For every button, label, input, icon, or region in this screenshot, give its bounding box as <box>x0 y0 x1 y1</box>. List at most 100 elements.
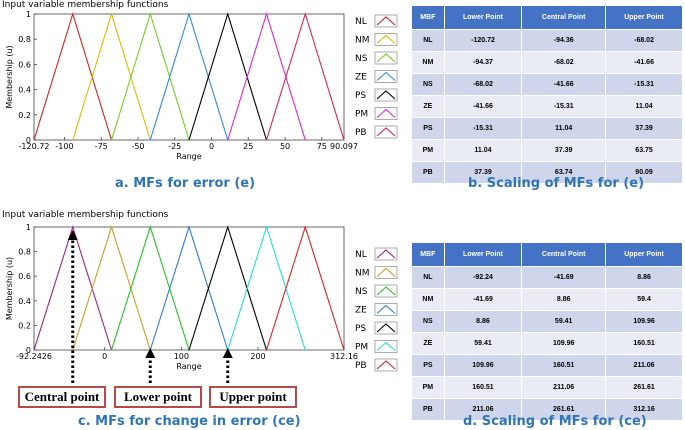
y-tick-label: 0.2 <box>18 321 31 330</box>
series-line-nm <box>72 12 151 141</box>
x-tick-label: -50 <box>131 142 144 151</box>
legend-swatch-pb <box>374 358 398 372</box>
legend-label-ps: PS <box>355 91 366 101</box>
legend-swatch-ps <box>374 321 398 335</box>
legend-label-pb: PB <box>355 361 367 371</box>
table-header-row: MBF Lower Point Central Point Upper Point <box>411 242 683 267</box>
table-header-cell: MBF <box>411 5 445 30</box>
table-header-cell: Central Point <box>521 242 607 267</box>
legend-swatch-pb <box>374 125 398 139</box>
x-axis-label: Range <box>176 362 201 371</box>
legend-label-pb: PB <box>355 128 367 138</box>
table-cell: 11.04 <box>443 139 523 162</box>
y-axis-label: Membership (u) <box>5 45 14 108</box>
table-row: NL -92.24 -41.69 8.86 <box>411 266 683 289</box>
table-cell: 8.86 <box>443 310 523 333</box>
legend-label-ps: PS <box>355 324 366 334</box>
chart-c-title: Input variable membership functions <box>2 210 169 220</box>
x-tick-label: 312.16 <box>330 352 358 361</box>
series-line-ps <box>188 225 268 351</box>
table-cell: 160.51 <box>443 376 523 399</box>
y-axis-label: Membership (u) <box>5 257 14 320</box>
table-cell: NL <box>411 29 445 52</box>
table-row: ZE -41.66 -15.31 11.04 <box>411 95 683 118</box>
table-cell: -68.02 <box>605 29 683 52</box>
x-tick-label: -25 <box>168 142 181 151</box>
y-tick-label: 1 <box>26 10 31 19</box>
table-row: NM -94.37 -68.02 -41.66 <box>411 51 683 74</box>
legend-swatch-ps <box>374 88 398 102</box>
table-b-caption: b. Scaling of MFs for (e) <box>468 176 645 191</box>
table-cell: 11.04 <box>521 117 607 140</box>
x-tick-label: -100 <box>55 142 73 151</box>
table-cell: -41.69 <box>443 288 523 311</box>
x-tick-label: 0 <box>209 142 214 151</box>
y-tick-label: 0 <box>26 346 31 355</box>
table-cell: 59.4 <box>605 288 683 311</box>
series-line-pm <box>227 12 306 141</box>
series-line-ze <box>149 12 229 141</box>
legend-label-nm: NM <box>355 269 370 279</box>
table-cell: -15.31 <box>605 73 683 96</box>
table-cell: NL <box>411 266 445 289</box>
table-cell: PB <box>411 398 445 421</box>
table-header-cell: Central Point <box>521 5 607 30</box>
table-cell: NS <box>411 310 445 333</box>
series-line-nl <box>33 225 113 351</box>
table-row: ZE 59.41 109.96 160.51 <box>411 332 683 355</box>
legend-label-ze: ZE <box>355 306 367 316</box>
table-row: PS -15.31 11.04 37.39 <box>411 117 683 140</box>
table-cell: 211.06 <box>521 376 607 399</box>
table-cell: 37.39 <box>443 161 523 184</box>
table-cell: NM <box>411 288 445 311</box>
table-cell: ZE <box>411 332 445 355</box>
table-row: PM 11.04 37.39 63.75 <box>411 139 683 162</box>
table-header-cell: Lower Point <box>443 5 523 30</box>
chart-c-change-error-mfs: 00.20.40.60.81-92.2426 0 100 200 312.16Range… <box>5 223 398 385</box>
annotation-lower-point: Lower point <box>114 386 202 408</box>
y-tick-label: 0 <box>26 136 31 145</box>
table-cell: 63.75 <box>605 139 683 162</box>
table-row: NL -120.72 -94.36 -68.02 <box>411 29 683 52</box>
x-tick-label: 200 <box>250 352 265 361</box>
table-cell: 261.61 <box>521 398 607 421</box>
table-row: PS 109.96 160.51 211.06 <box>411 354 683 377</box>
legend-swatch-pm <box>374 107 398 120</box>
table-cell: 8.86 <box>605 266 683 289</box>
table-row: NS 8.86 59.41 109.96 <box>411 310 683 333</box>
chart-a-error-mfs: 0 0.2 0.4 0.6 0.8 1 -120.72 -100 -75 -50 -25 0 25 50 7… <box>5 10 398 161</box>
x-axis-label: Range <box>176 152 201 161</box>
y-tick-label: 1 <box>26 223 31 232</box>
y-tick-label: 0.6 <box>18 60 31 69</box>
lower-point-arrow <box>145 348 156 385</box>
table-cell: PB <box>411 161 445 184</box>
series-line-nm <box>72 225 151 351</box>
x-tick-label: -120.72 <box>19 142 50 151</box>
series-line-ns <box>110 12 190 141</box>
series-line-nl <box>33 12 113 141</box>
y-tick-label: 0.6 <box>18 272 31 281</box>
table-cell: 109.96 <box>443 354 523 377</box>
table-header-cell: Lower Point <box>443 242 523 267</box>
table-cell: 312.16 <box>605 398 683 421</box>
legend-swatch-ze <box>374 70 398 83</box>
legend-label-ns: NS <box>355 54 368 64</box>
table-cell: 8.86 <box>521 288 607 311</box>
table-row: PB 211.06 261.61 312.16 <box>411 398 683 421</box>
table-cell: -92.24 <box>443 266 523 289</box>
series-line-ze <box>149 225 229 351</box>
legend-label-nm: NM <box>355 36 370 46</box>
series-line-pb <box>265 225 345 351</box>
annotation-upper-point: Upper point <box>209 386 297 408</box>
y-tick-label: 0.8 <box>18 248 31 257</box>
table-row: PB 37.39 63.74 90.09 <box>411 161 683 184</box>
table-cell: 11.04 <box>605 95 683 118</box>
table-cell: NS <box>411 73 445 96</box>
legend-swatch-ns <box>374 284 398 298</box>
plot-frame <box>33 226 345 351</box>
x-tick-label: -92.2426 <box>16 352 52 361</box>
chart-a-caption: a. MFs for error (e) <box>115 176 256 191</box>
table-cell: 160.51 <box>605 332 683 355</box>
table-cell: -120.72 <box>443 29 523 52</box>
x-tick-label: 75 <box>317 142 327 151</box>
